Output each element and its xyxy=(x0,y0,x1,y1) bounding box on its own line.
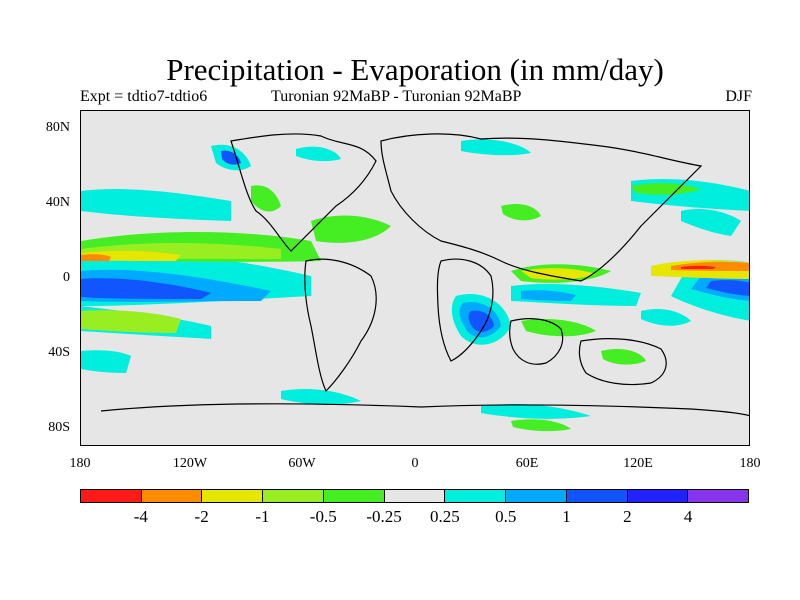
x-tick-60w: 60W xyxy=(288,456,316,471)
y-tick-40s: 40S xyxy=(48,345,70,360)
map-panel xyxy=(80,110,750,446)
colorbar-segment xyxy=(506,490,567,502)
colorbar-segment xyxy=(566,490,628,502)
y-tick-40n: 40N xyxy=(45,195,70,210)
y-tick-80s: 80S xyxy=(48,420,70,435)
colorbar-label: -0.5 xyxy=(309,507,337,526)
colorbar-segment xyxy=(202,490,264,502)
experiment-label: Expt = tdtio7-tdtio6 xyxy=(80,88,208,105)
page-title: Precipitation - Evaporation (in mm/day) xyxy=(166,52,664,87)
colorbar-segment xyxy=(384,490,446,502)
colorbar-segment xyxy=(627,490,689,502)
colorbar-label: 2 xyxy=(623,507,632,526)
colorbar-label: -2 xyxy=(194,507,209,526)
colorbar-segment xyxy=(141,490,203,502)
y-tick-80n: 80N xyxy=(45,120,70,135)
colorbar-label: 0.25 xyxy=(430,507,460,526)
x-tick-120w: 120W xyxy=(172,456,208,471)
colorbar-segment xyxy=(263,490,324,502)
x-tick-0: 0 xyxy=(411,456,419,471)
positive-anomalies xyxy=(81,139,749,419)
colorbar-label: 0.5 xyxy=(495,507,517,526)
season-label: DJF xyxy=(725,88,752,105)
x-tick-180e: 180 xyxy=(739,456,761,471)
colorbar-label: -4 xyxy=(133,507,148,526)
negative-anomalies xyxy=(81,183,749,432)
colorbar-segment xyxy=(323,490,385,502)
colorbar-segment xyxy=(445,490,507,502)
colorbar-segment xyxy=(688,490,749,502)
coastlines xyxy=(100,133,749,417)
x-tick-180w: 180 xyxy=(69,456,91,471)
x-tick-120e: 120E xyxy=(623,456,653,471)
colorbar-segment xyxy=(81,490,142,502)
period-label: Turonian 92MaBP - Turonian 92MaBP xyxy=(271,88,522,105)
y-tick-0: 0 xyxy=(63,270,70,285)
colorbar-label: -0.25 xyxy=(366,507,402,526)
colorbar xyxy=(80,489,749,503)
x-tick-60e: 60E xyxy=(515,456,539,471)
colorbar-label: 1 xyxy=(562,507,571,526)
colorbar-label: 4 xyxy=(683,507,693,526)
colorbar-label: -1 xyxy=(255,507,270,526)
map-field xyxy=(81,133,749,432)
